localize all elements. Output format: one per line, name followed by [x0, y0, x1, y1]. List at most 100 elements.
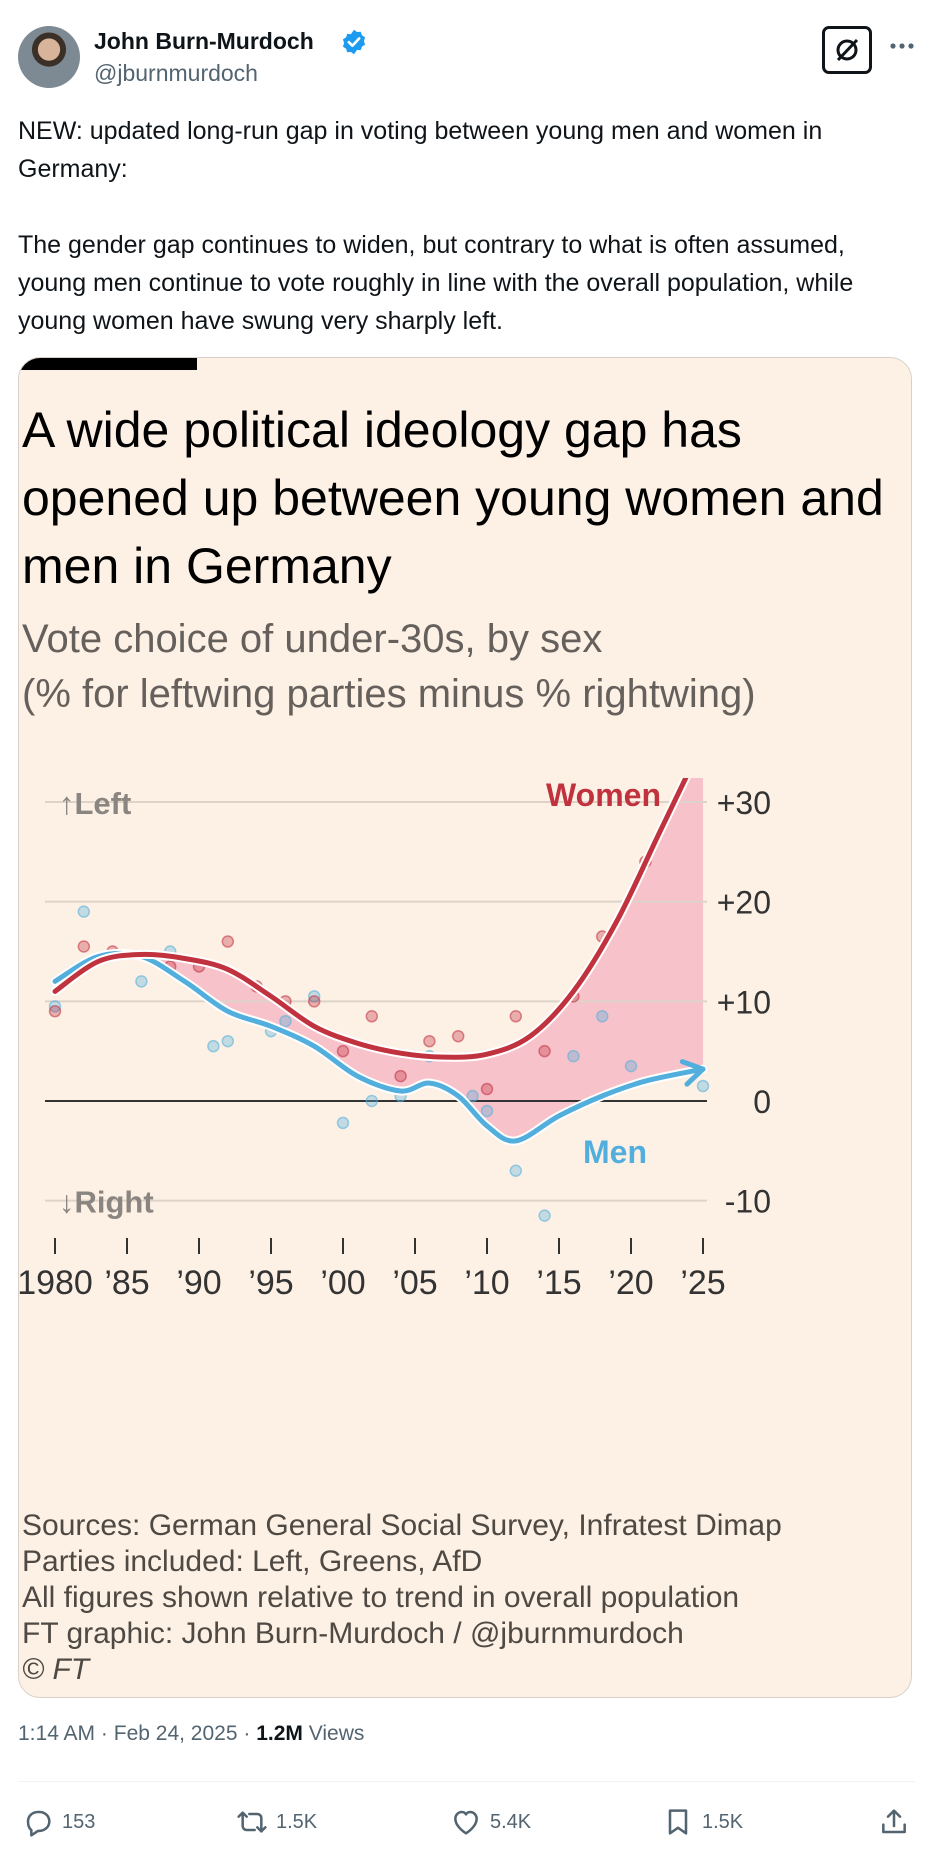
- tweet-paragraph: The gender gap continues to widen, but c…: [18, 231, 854, 335]
- verified-badge-icon[interactable]: [340, 28, 368, 56]
- women-point: [538, 1044, 551, 1058]
- bookmark-button[interactable]: 1.5K: [662, 1800, 743, 1844]
- men-point: [466, 1089, 479, 1103]
- men-point: [336, 1116, 350, 1130]
- women-series-label: Women: [546, 778, 661, 813]
- tweet-timestamp[interactable]: 1:14 AM · Feb 24, 2025 · 1.2M Views: [18, 1722, 364, 1746]
- chart-note: All figures shown relative to trend in o…: [22, 1581, 740, 1614]
- author-handle[interactable]: @jburnmurdoch: [94, 60, 258, 86]
- men-point: [480, 1104, 494, 1118]
- tweet-header: John Burn-Murdoch @jburnmurdoch: [18, 26, 915, 90]
- gap-area: [55, 778, 703, 1142]
- chart-note: FT graphic: John Burn-Murdoch / @jburnmu…: [22, 1617, 684, 1650]
- x-tick-label: ’00: [320, 1264, 365, 1302]
- like-icon: [454, 1810, 478, 1835]
- women-trend-line: [52, 778, 689, 1060]
- men-point: [624, 1059, 638, 1073]
- x-tick-label: ’90: [176, 1264, 221, 1302]
- women-point: [509, 1010, 523, 1023]
- more-button[interactable]: [886, 30, 918, 62]
- divider: [18, 1781, 915, 1782]
- men-point: [77, 905, 91, 918]
- reply-count: 153: [62, 1810, 96, 1833]
- x-tick-label: ’85: [104, 1264, 149, 1302]
- chart-subtitle-line: Vote choice of under-30s, by sex: [22, 617, 603, 661]
- share-button[interactable]: [878, 1800, 910, 1844]
- x-tick-label: ’20: [608, 1264, 653, 1302]
- x-tick-label: ’05: [392, 1264, 437, 1302]
- ft-brand-bar: [19, 358, 197, 370]
- share-icon: [882, 1809, 906, 1834]
- women-point: [307, 995, 321, 1008]
- women-point: [48, 1005, 62, 1018]
- y-tick-label: +30: [717, 785, 771, 821]
- grok-button[interactable]: [822, 26, 872, 74]
- reply-icon: [26, 1810, 51, 1837]
- bookmark-icon: [668, 1809, 688, 1835]
- y-axis-labels: +30 +20 +10 0 -10: [717, 785, 771, 1220]
- women-point: [451, 1029, 465, 1043]
- women-point: [77, 940, 91, 953]
- men-point: [365, 1094, 379, 1108]
- tweet-paragraph: NEW: updated long-run gap in voting betw…: [18, 117, 823, 183]
- chart-subtitle-line: (% for leftwing parties minus % rightwin…: [22, 672, 756, 716]
- action-bar: 153 1.5K 5.4K 1.5K: [18, 1800, 915, 1844]
- y-tick-label: +10: [717, 984, 771, 1020]
- y-tick-label: +20: [717, 885, 771, 921]
- more-icon: [890, 43, 914, 49]
- men-point: [696, 1079, 710, 1093]
- line-chart: +30 +20 +10 0 -10 ↑Left ↓Right 1980 ’85 ’90 ’95 ’00…: [19, 778, 771, 1302]
- like-count: 5.4K: [490, 1810, 532, 1833]
- chart-subtitle: Vote choice of under-30s, by sex (% for …: [22, 612, 892, 722]
- x-tick-label: 1980: [19, 1264, 93, 1302]
- grok-icon: [836, 38, 859, 62]
- women-point: [394, 1069, 407, 1083]
- separator: ·: [100, 1722, 108, 1745]
- chart-notes: Sources: German General Social Survey, I…: [22, 1508, 782, 1688]
- reply-button[interactable]: 153: [22, 1800, 95, 1844]
- bookmark-count: 1.5K: [702, 1810, 744, 1833]
- separator: ·: [243, 1722, 251, 1745]
- men-point: [135, 975, 148, 988]
- women-point: [480, 1082, 494, 1096]
- men-point: [221, 1034, 235, 1048]
- avatar[interactable]: [18, 26, 80, 88]
- women-point: [221, 935, 235, 948]
- repost-icon: [237, 1811, 267, 1833]
- author-name[interactable]: John Burn-Murdoch: [94, 28, 314, 54]
- men-arrowhead: [679, 1059, 706, 1087]
- chart-note: Parties included: Left, Greens, AfD: [22, 1545, 483, 1578]
- tweet-time: 1:14 AM: [18, 1722, 96, 1745]
- x-axis: 1980 ’85 ’90 ’95 ’00 ’05 ’10 ’15 ’20 ’25: [19, 1238, 726, 1302]
- men-point: [207, 1039, 220, 1053]
- men-point: [538, 1209, 551, 1222]
- men-point: [567, 1049, 580, 1063]
- views-label: Views: [308, 1722, 365, 1745]
- x-tick-label: ’25: [680, 1264, 725, 1302]
- men-point: [509, 1164, 523, 1178]
- men-point: [595, 1010, 609, 1023]
- tweet-text: NEW: updated long-run gap in voting betw…: [18, 112, 918, 340]
- chart-image-card[interactable]: A wide political ideology gap has opened…: [18, 357, 912, 1698]
- x-tick-label: ’15: [536, 1264, 581, 1302]
- y-tick-label: -10: [725, 1184, 771, 1220]
- repost-button[interactable]: 1.5K: [236, 1800, 317, 1844]
- x-tick-label: ’95: [248, 1264, 293, 1302]
- women-point: [365, 1010, 379, 1023]
- women-point: [336, 1044, 350, 1058]
- men-trend-line: [52, 950, 706, 1144]
- y-tick-label: 0: [753, 1084, 771, 1120]
- x-tick-label: ’10: [464, 1264, 509, 1302]
- tweet-date: Feb 24, 2025: [113, 1722, 238, 1745]
- right-annotation: ↓Right: [59, 1185, 154, 1220]
- women-point: [423, 1034, 436, 1048]
- repost-count: 1.5K: [276, 1810, 318, 1833]
- like-button[interactable]: 5.4K: [450, 1800, 531, 1844]
- men-point: [279, 1015, 292, 1028]
- chart-copyright: © FT: [22, 1653, 90, 1686]
- left-annotation: ↑Left: [59, 786, 131, 821]
- chart-title: A wide political ideology gap has opened…: [22, 402, 884, 594]
- chart-note: Sources: German General Social Survey, I…: [22, 1509, 782, 1542]
- views-count: 1.2M: [256, 1722, 303, 1745]
- men-series-label: Men: [583, 1134, 647, 1170]
